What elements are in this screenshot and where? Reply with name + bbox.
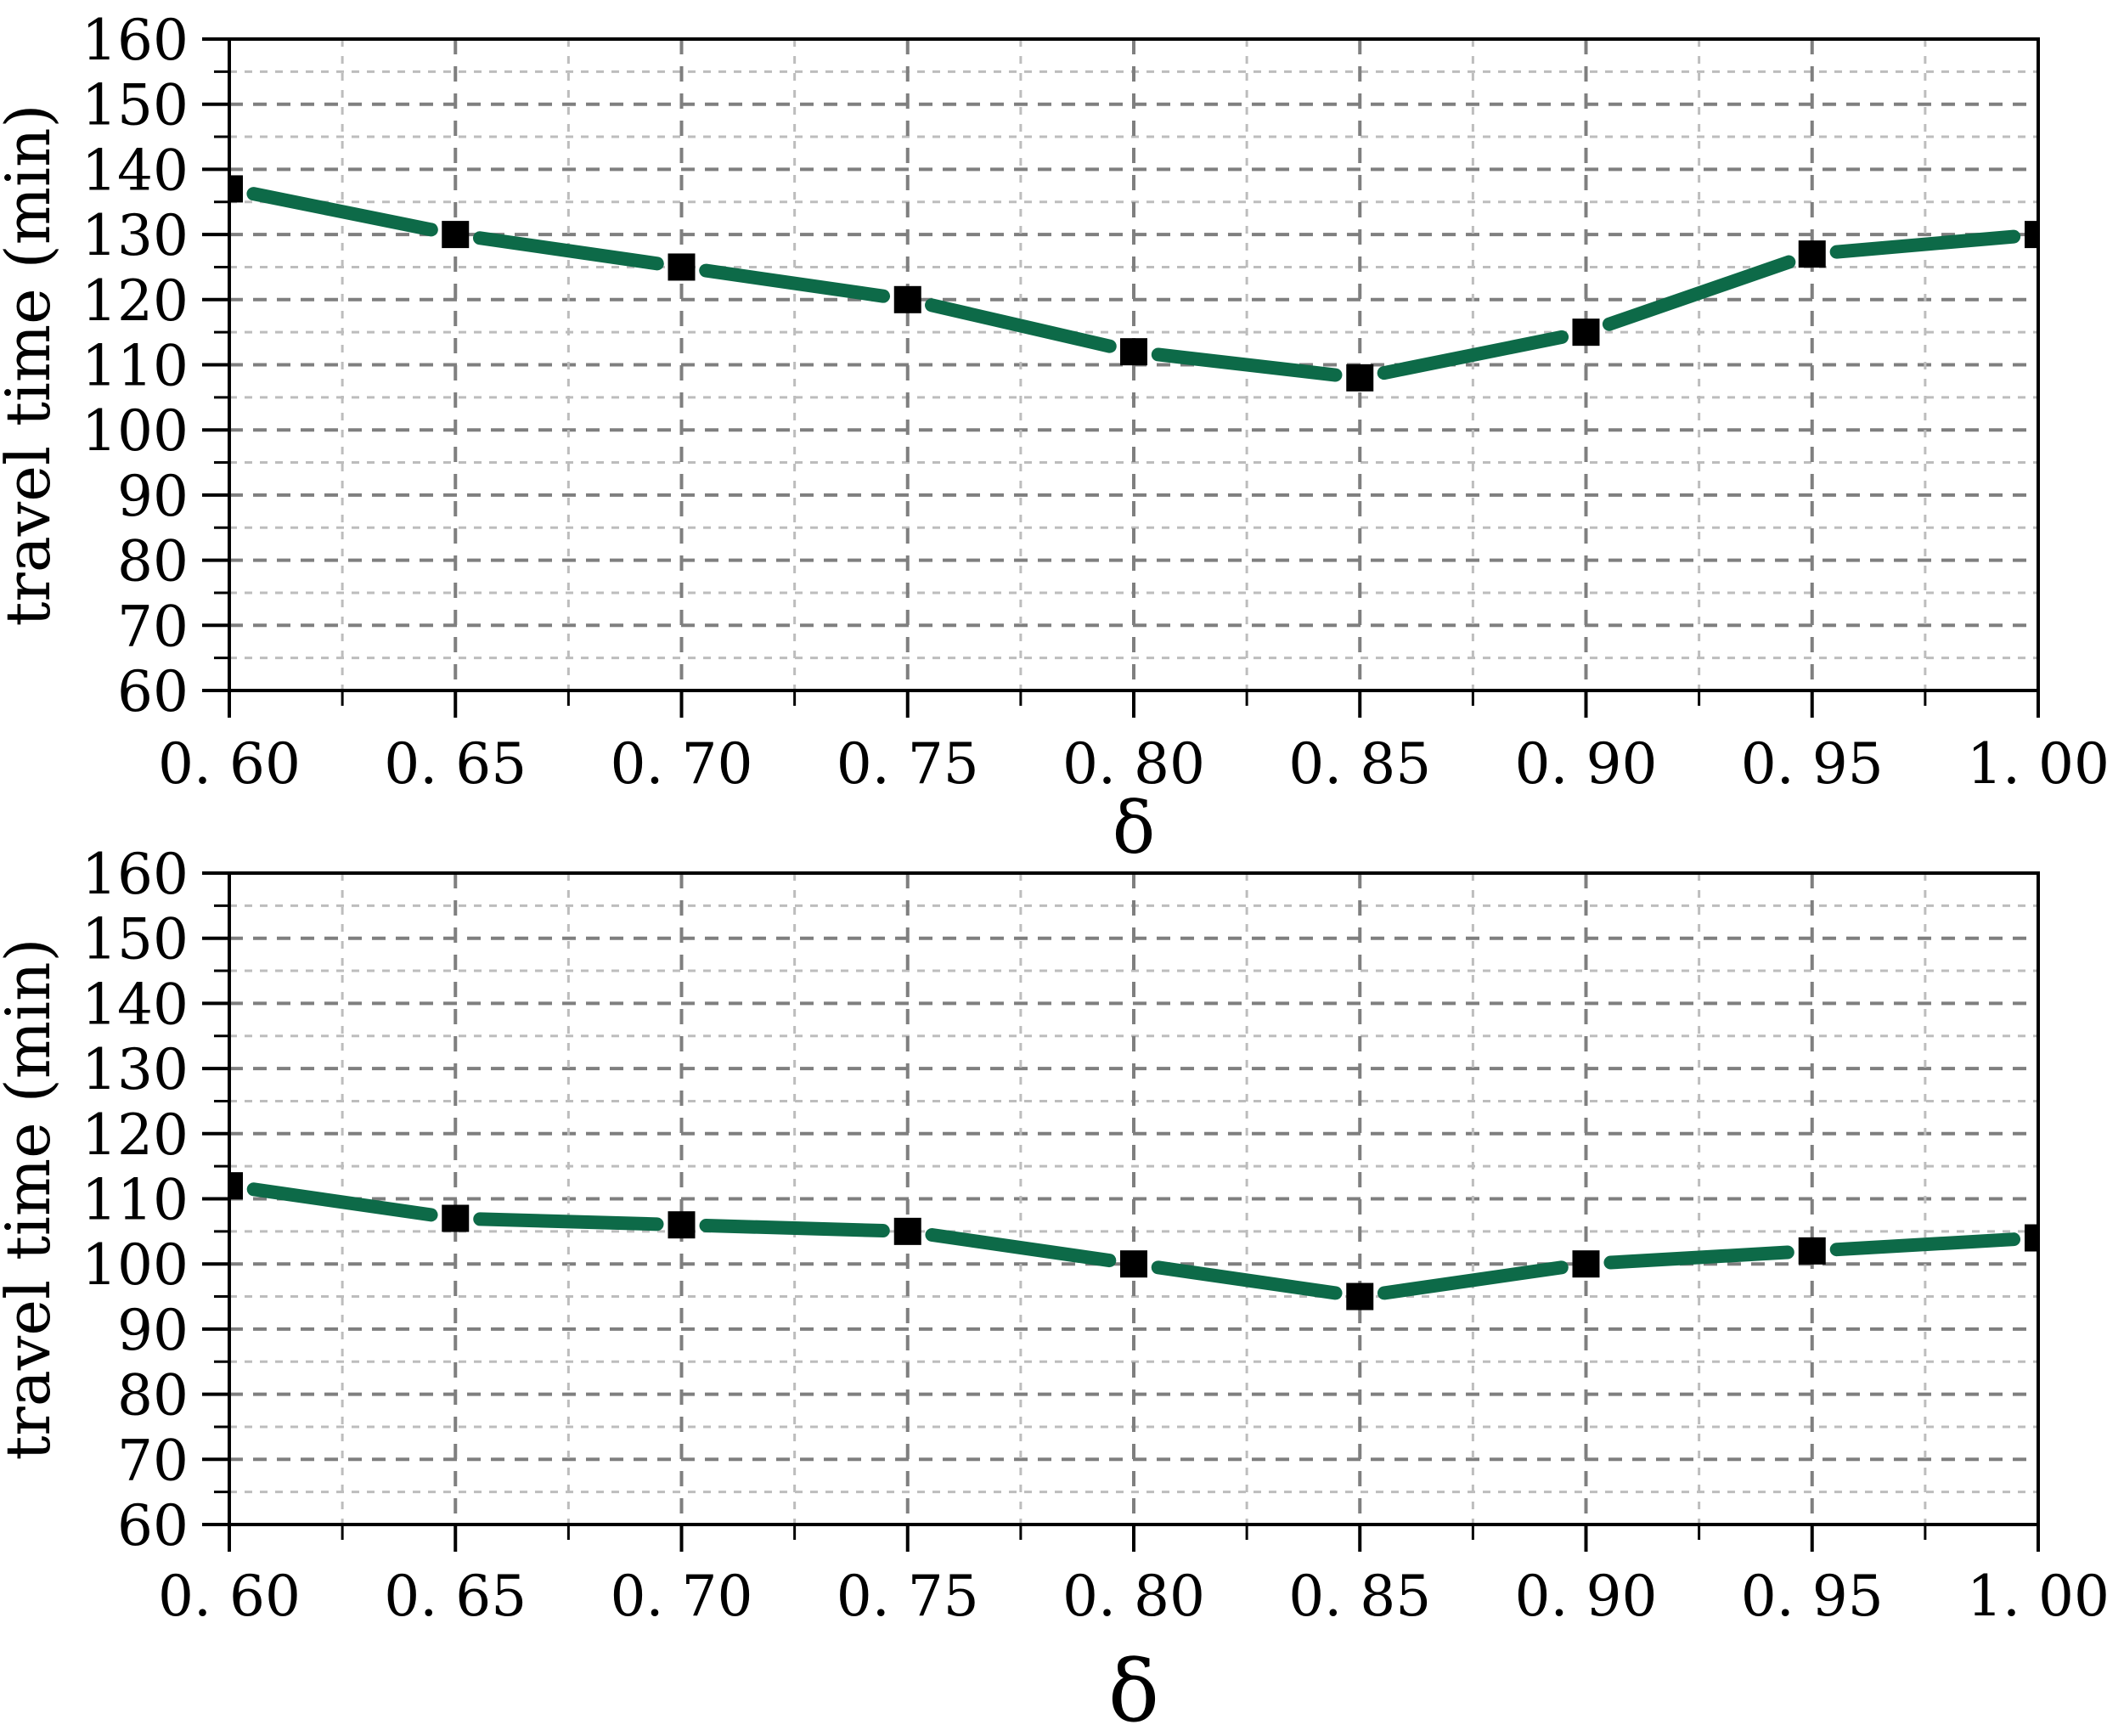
y-tick-label: 160 [82, 842, 189, 907]
data-point-marker [442, 1204, 470, 1232]
data-point-marker [893, 1217, 921, 1245]
y-tick-label: 90 [117, 1298, 189, 1363]
data-point-marker [2025, 221, 2038, 249]
y-tick-label: 60 [117, 659, 189, 724]
y-tick-label: 130 [82, 1037, 189, 1102]
data-point-marker [1120, 338, 1147, 366]
x-tick-label: 0. 60 [158, 1564, 301, 1629]
axis-ticks [202, 871, 2040, 1552]
data-point-marker [229, 1172, 243, 1200]
series-line [246, 187, 2021, 382]
x-tick-label: 1. 00 [1967, 1564, 2107, 1629]
series-segment [1603, 1245, 1794, 1270]
series-segment [1151, 1260, 1343, 1300]
x-tick-label: 0. 75 [837, 731, 979, 797]
axis-ticks [202, 37, 2040, 718]
series-segment [699, 263, 891, 303]
series-segment [472, 231, 664, 271]
data-point-marker [2025, 1224, 2038, 1252]
y-tick-label: 90 [117, 464, 189, 529]
x-tick-label: 0. 60 [158, 731, 301, 797]
series-line [246, 1182, 2021, 1300]
series-segment [1377, 330, 1569, 380]
series-segment [1829, 229, 2021, 259]
series-segment [1151, 347, 1343, 382]
y-tick-label: 160 [82, 8, 189, 73]
y-tick-label: 70 [117, 594, 189, 659]
grid [229, 873, 2038, 1525]
data-point-marker [1120, 1250, 1147, 1278]
x-tick-label: 0. 90 [1515, 1564, 1658, 1629]
y-tick-label: 100 [82, 398, 189, 464]
x-tick-label: 0. 85 [1288, 1564, 1431, 1629]
series-segment [473, 1212, 664, 1232]
series-segment [699, 1219, 890, 1238]
data-point-marker [442, 221, 470, 249]
series-segment [925, 1227, 1117, 1268]
data-point-marker [1798, 240, 1826, 268]
x-tick-label: 0. 65 [384, 731, 527, 797]
data-point-marker [229, 175, 243, 203]
y-tick-label: 110 [82, 1168, 189, 1233]
series-markers [229, 1172, 2038, 1310]
series-segment [1602, 255, 1796, 331]
x-tick-label: 0. 80 [1062, 731, 1205, 797]
series-segment [1829, 1232, 2021, 1257]
y-tick-label: 120 [82, 1102, 189, 1168]
y-axis-title: travel time (min) [0, 938, 64, 1460]
x-tick-label: 0. 85 [1288, 731, 1431, 797]
series-segment [246, 1182, 438, 1222]
x-tick-label: 1. 00 [1967, 731, 2107, 797]
y-tick-label: 150 [82, 907, 189, 972]
series-segment [1377, 1260, 1569, 1300]
y-axis-title: travel time (min) [0, 104, 64, 626]
x-axis-title: δ [1113, 786, 1156, 870]
y-tick-label: 120 [82, 268, 189, 334]
series-segment [925, 298, 1117, 353]
y-tick-label: 140 [82, 972, 189, 1037]
data-point-marker [668, 253, 696, 281]
series-markers [229, 175, 2038, 392]
y-tick-label: 80 [117, 1363, 189, 1429]
y-tick-label: 110 [82, 334, 189, 399]
data-point-marker [1572, 318, 1600, 347]
data-point-marker [1346, 364, 1374, 392]
data-point-marker [1798, 1237, 1826, 1265]
x-tick-label: 0. 65 [384, 1564, 527, 1629]
x-tick-label: 0. 95 [1741, 1564, 1884, 1629]
data-point-marker [668, 1211, 696, 1239]
x-axis-title: δ [1108, 1642, 1159, 1736]
y-tick-label: 140 [82, 138, 189, 203]
y-tick-label: 60 [117, 1493, 189, 1558]
x-tick-label: 0. 70 [611, 1564, 753, 1629]
x-tick-label: 0. 90 [1515, 731, 1658, 797]
x-tick-label: 0. 80 [1062, 1564, 1205, 1629]
y-tick-label: 80 [117, 529, 189, 595]
y-tick-label: 150 [82, 73, 189, 138]
x-tick-label: 0. 95 [1741, 731, 1884, 797]
data-point-marker [1346, 1282, 1374, 1310]
x-tick-label: 0. 75 [837, 1564, 979, 1629]
y-tick-label: 70 [117, 1428, 189, 1493]
data-point-marker [893, 285, 921, 313]
x-tick-label: 0. 70 [611, 731, 753, 797]
data-point-marker [1572, 1250, 1600, 1278]
y-tick-label: 100 [82, 1232, 189, 1298]
series-segment [246, 187, 438, 237]
y-tick-label: 130 [82, 203, 189, 268]
